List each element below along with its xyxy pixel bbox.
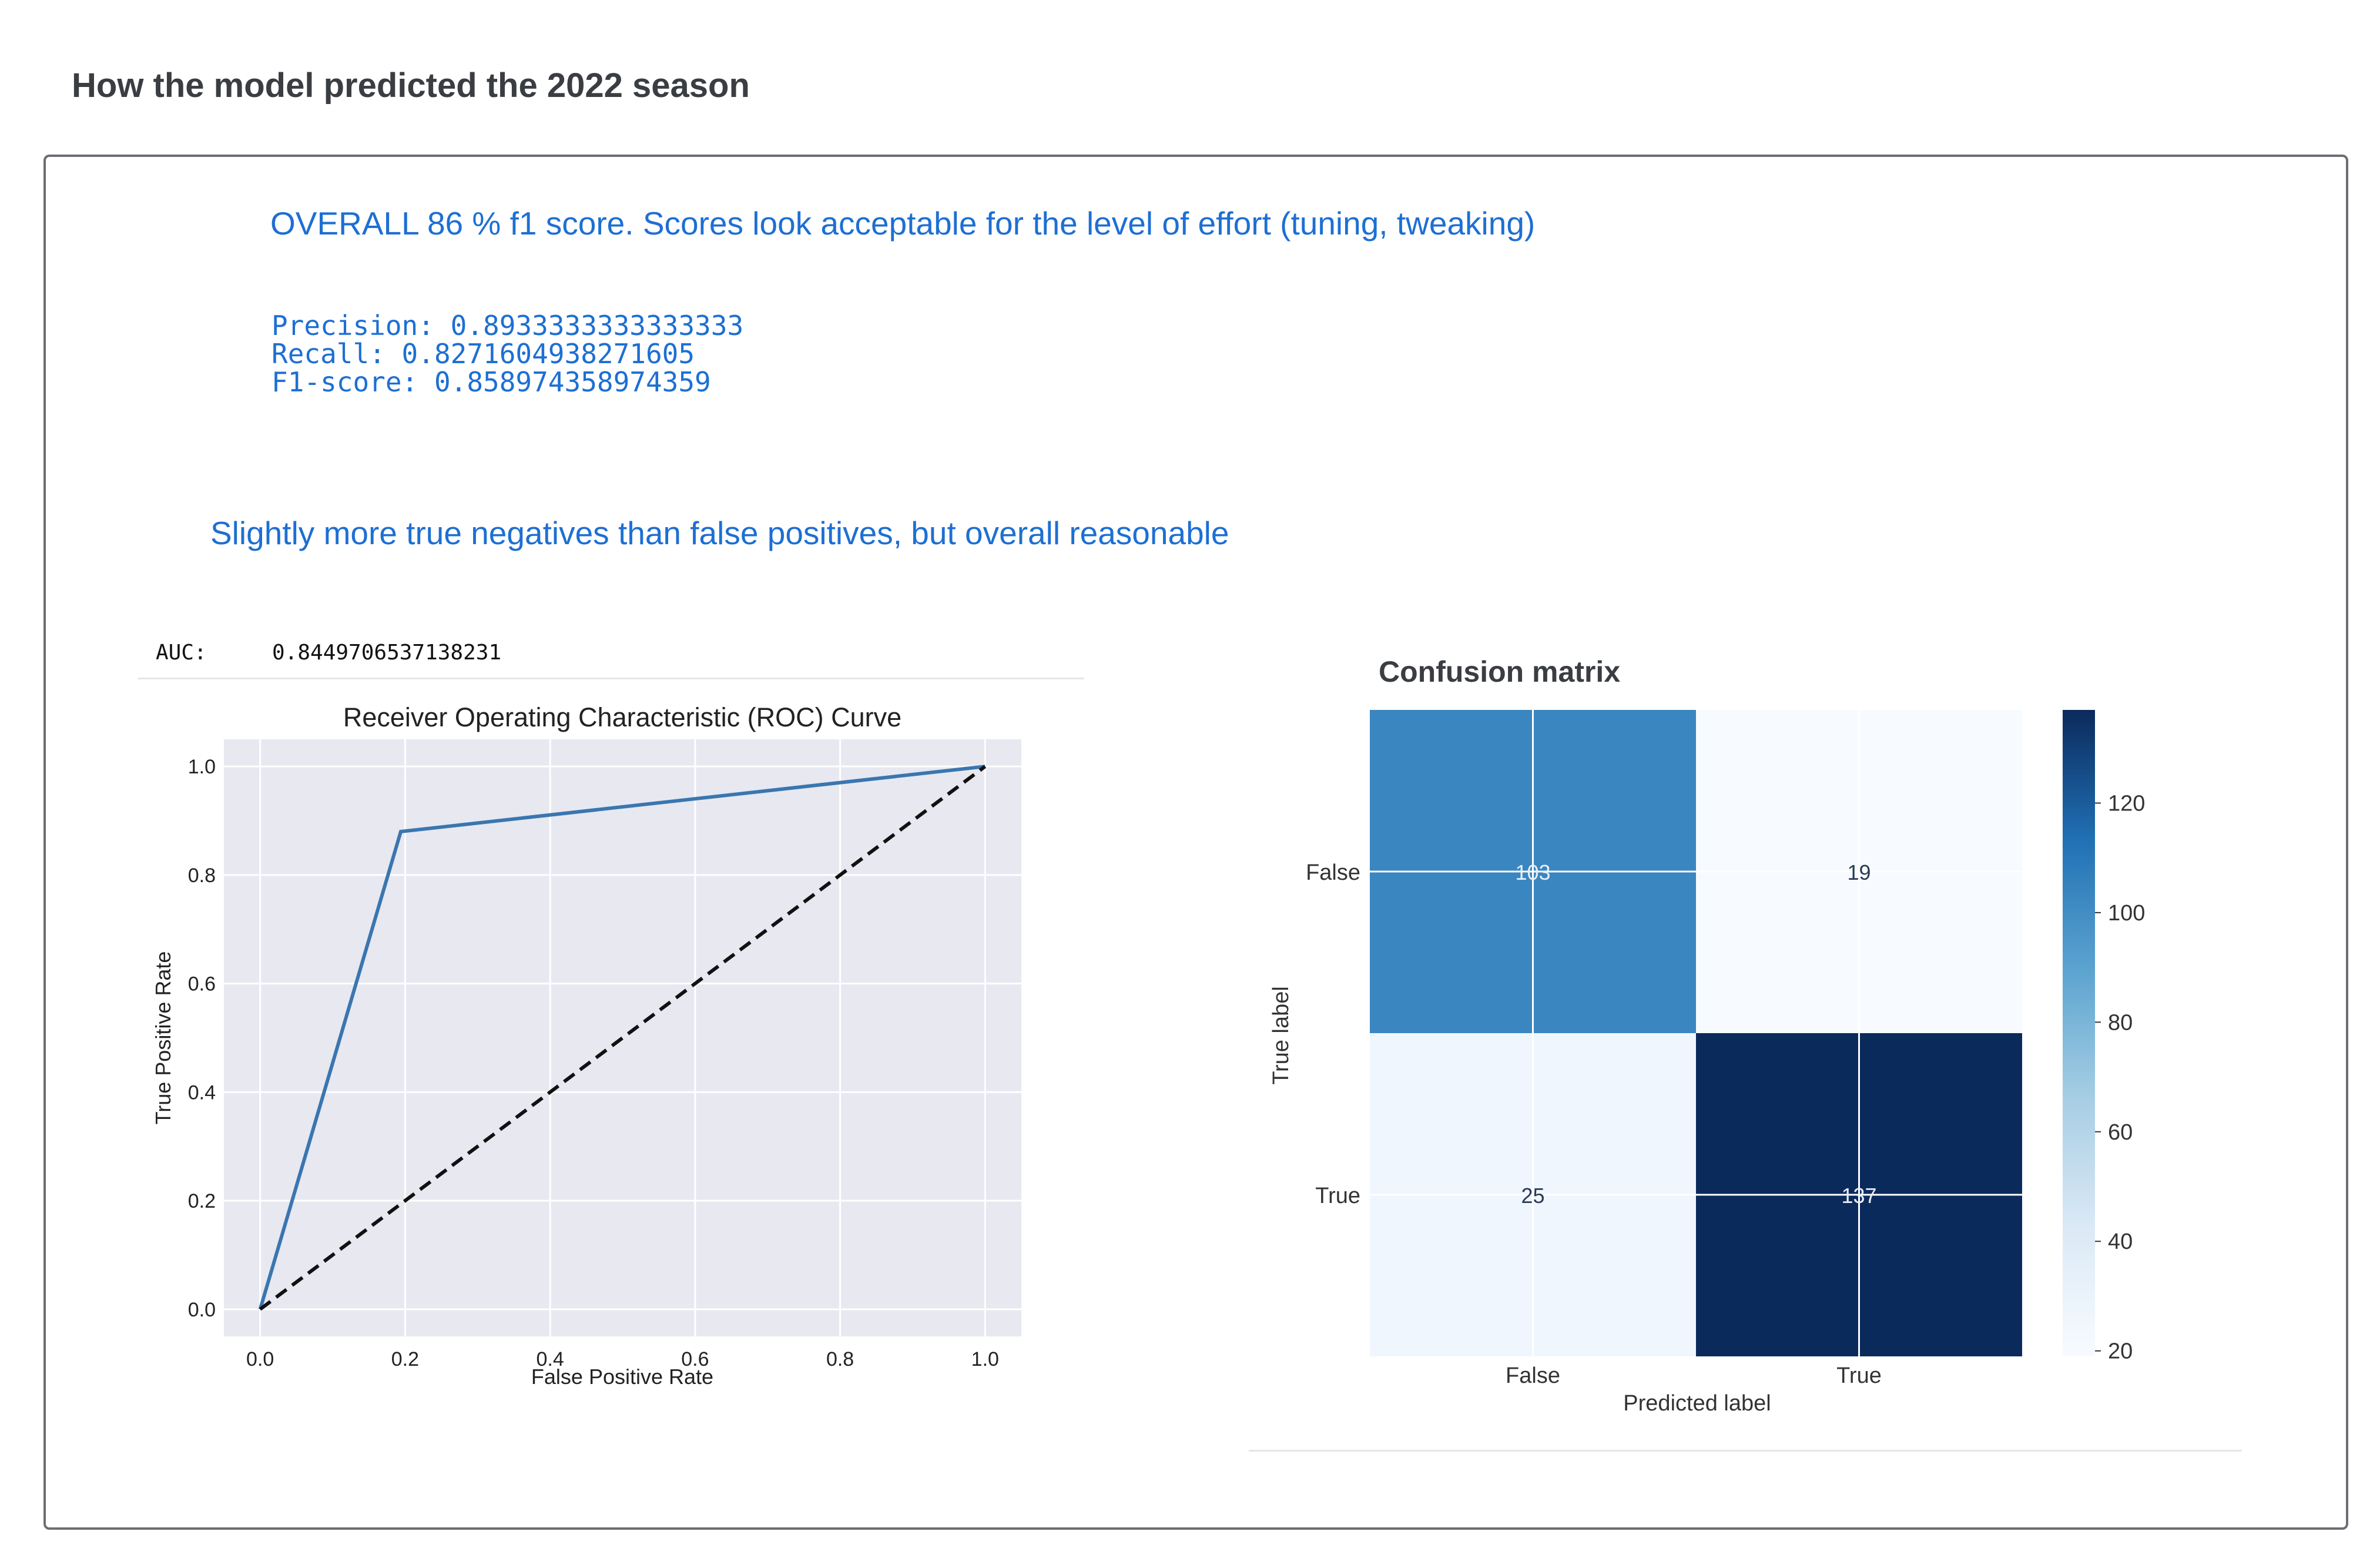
cm-xlabel: Predicted label — [1623, 1391, 1771, 1416]
roc-ylabel: True Positive Rate — [151, 951, 175, 1125]
colorbar-tick-label: 80 — [2108, 1010, 2133, 1035]
cm-cell-value: 19 — [1847, 860, 1871, 884]
roc-curve-line — [258, 765, 985, 1310]
roc-title: Receiver Operating Characteristic (ROC) … — [343, 702, 901, 732]
cm-cell-value: 137 — [1841, 1184, 1876, 1208]
cm-ytick-label: True — [1315, 1184, 1360, 1208]
auc-label: AUC: — [156, 641, 207, 665]
roc-xtick-label: 1.0 — [971, 1348, 999, 1370]
roc-xtick-label: 0.8 — [826, 1348, 854, 1370]
cm-xtick-label: False — [1506, 1363, 1560, 1388]
cm-cell-value: 25 — [1521, 1184, 1544, 1208]
cm-cell-value: 103 — [1515, 860, 1550, 884]
roc-xtick-label: 0.2 — [391, 1348, 419, 1370]
roc-ytick-label: 0.2 — [188, 1190, 216, 1212]
colorbar-tick-label: 100 — [2108, 901, 2145, 926]
roc-diagonal-line — [259, 765, 987, 1311]
auc-value: 0.8449706537138231 — [272, 641, 502, 665]
roc-ytick-label: 0.0 — [188, 1299, 216, 1321]
roc-xlabel: False Positive Rate — [531, 1365, 713, 1389]
cm-grid — [1370, 710, 2022, 1356]
recall-line: Recall: 0.8271604938271605 — [271, 338, 695, 370]
confusion-note: Slightly more true negatives than false … — [210, 515, 1229, 551]
colorbar-tick-label: 40 — [2108, 1229, 2133, 1254]
cm-labels: 103 19 25 137 False True False True — [1306, 860, 1882, 1388]
roc-ytick-label: 1.0 — [188, 756, 216, 778]
roc-ticks: 0.0 0.2 0.4 0.6 0.8 1.0 0.0 0.2 0.4 0.6 0.8 1.0 — [188, 756, 999, 1370]
colorbar-tick-label: 120 — [2108, 791, 2145, 816]
roc-xtick-label: 0.0 — [246, 1348, 274, 1370]
cm-ylabel: True label — [1269, 986, 1293, 1085]
roc-ytick-label: 0.8 — [188, 864, 216, 887]
cm-title: Confusion matrix — [1379, 655, 1621, 688]
page-heading: How the model predicted the 2022 season — [72, 66, 750, 105]
roc-xtick-label: 0.4 — [537, 1348, 564, 1370]
roc-output-divider — [138, 678, 1084, 679]
roc-ytick-label: 0.6 — [188, 973, 216, 996]
colorbar-tick-label: 60 — [2108, 1120, 2133, 1145]
colorbar-tick-label: 20 — [2108, 1339, 2133, 1364]
roc-ytick-label: 0.4 — [188, 1081, 216, 1104]
precision-line: Precision: 0.8933333333333333 — [271, 310, 744, 341]
colorbar-ticks: 20 40 60 80 100 120 — [2095, 791, 2145, 1364]
cm-ytick-label: False — [1306, 860, 1360, 885]
auc-output: AUC: 0.8449706537138231 — [156, 641, 501, 665]
f1-line: F1-score: 0.858974358974359 — [271, 366, 711, 398]
overall-note: OVERALL 86 % f1 score. Scores look accep… — [270, 205, 1536, 242]
roc-xtick-label: 0.6 — [681, 1348, 709, 1370]
cm-cells — [1370, 710, 2022, 1356]
cm-xtick-label: True — [1836, 1363, 1882, 1388]
colorbar — [2063, 710, 2095, 1356]
metrics-block: Precision: 0.8933333333333333 Recall: 0.… — [271, 311, 743, 396]
roc-lines — [258, 765, 987, 1311]
cm-output-divider — [1249, 1450, 2242, 1452]
